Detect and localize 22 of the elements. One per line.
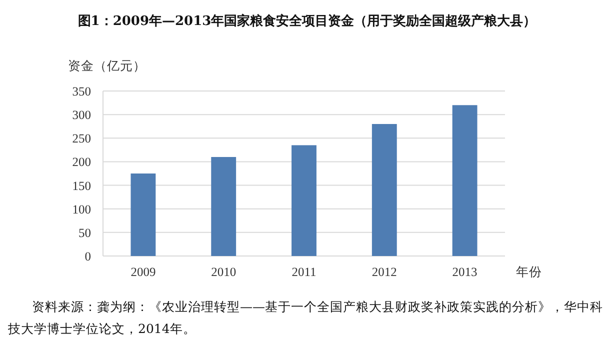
y-tick-label: 200 (72, 155, 91, 170)
bar (130, 174, 156, 256)
x-tick-label: 2009 (130, 265, 156, 279)
y-tick-label: 100 (72, 202, 91, 216)
text: 资料来源：龚为纲：《农业治理转型——基于一个全国产粮大县财政奖补政策实践的分析》，华中科技大学博士学位论文，2014年。 (8, 298, 604, 338)
y-tick-label: 150 (72, 178, 91, 193)
x-tick-label: 2013 (452, 265, 478, 279)
y-tick-label: 0 (84, 250, 91, 264)
bar (452, 105, 478, 256)
bar (372, 124, 397, 256)
bar (211, 157, 236, 256)
chart-title: 图1：2009年—2013年国家粮食安全项目资金（用于奖励全国超级产粮大县） (76, 12, 538, 30)
x-tick-label: 2012 (372, 265, 397, 279)
x-axis-title: 年份 (516, 264, 542, 279)
x-tick-label: 2011 (292, 265, 316, 279)
bar (292, 145, 316, 256)
x-tick-label: 2010 (211, 265, 236, 279)
y-tick-label: 50 (78, 226, 91, 240)
y-tick-label: 250 (72, 132, 91, 146)
y-axis-title: 资金（亿元） (68, 58, 146, 73)
y-tick-label: 300 (72, 108, 91, 122)
y-tick-label: 350 (72, 84, 91, 98)
